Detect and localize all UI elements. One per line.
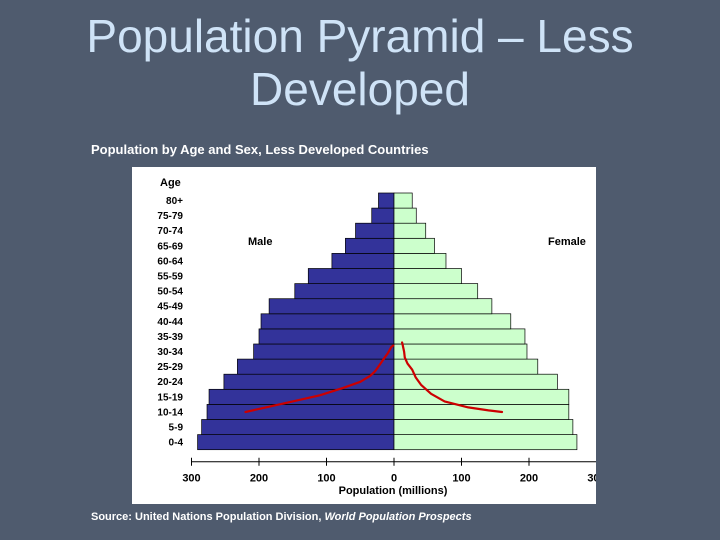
age-tick-label: 30-34 — [157, 347, 183, 358]
male-bar-0-4 — [197, 434, 395, 451]
male-bar-75-79 — [371, 207, 395, 224]
curve-layer — [244, 341, 504, 414]
x-tick-label: 100 — [452, 473, 470, 485]
age-tick-label: 65-69 — [157, 241, 183, 252]
female-bar-80+ — [393, 192, 413, 209]
chart-panel: 0-4 5-9 10-14 15-19 20-24 25-29 30-34 35-39 40-4… — [132, 167, 596, 504]
female-overlay-curve — [401, 341, 504, 414]
axis-layer: 0-4 5-9 10-14 15-19 20-24 25-29 30-34 35-39 40-4… — [157, 196, 596, 485]
male-bar-80+ — [378, 192, 395, 209]
age-tick-label: 15-19 — [157, 392, 183, 403]
age-tick-label: 60-64 — [157, 256, 183, 267]
x-tick-label: 200 — [250, 473, 268, 485]
male-bar-25-29 — [237, 358, 395, 375]
male-bar-30-34 — [253, 343, 395, 360]
male-bar-60-64 — [331, 253, 395, 269]
x-tick-label: 300 — [587, 473, 596, 485]
population-pyramid-chart: 0-4 5-9 10-14 15-19 20-24 25-29 30-34 35-39 40-4… — [157, 177, 596, 497]
age-tick-label: 75-79 — [157, 211, 183, 222]
x-tick-label: 100 — [317, 473, 335, 485]
bars-layer — [197, 192, 578, 451]
age-axis-title: Age — [160, 177, 181, 189]
female-bar-15-19 — [393, 388, 570, 405]
x-tick-label: 200 — [520, 473, 538, 485]
female-label: Female — [548, 236, 586, 248]
slide-title: Population Pyramid – Less Developed — [86, 10, 634, 115]
age-tick-label: 20-24 — [157, 377, 183, 388]
female-bar-5-9 — [393, 419, 574, 435]
age-tick-label: 5-9 — [169, 423, 184, 434]
male-bar-15-19 — [208, 388, 395, 405]
female-bar-75-79 — [393, 207, 417, 224]
male-bar-65-69 — [345, 237, 395, 254]
female-bar-35-39 — [393, 328, 526, 345]
female-bar-30-34 — [393, 343, 528, 360]
male-bar-40-44 — [260, 313, 395, 330]
age-tick-label: 25-29 — [157, 362, 183, 373]
age-tick-label: 55-59 — [157, 272, 183, 283]
x-tick-label: 0 — [391, 473, 397, 485]
age-tick-label: 50-54 — [157, 287, 183, 298]
x-axis-title: Population (millions) — [339, 485, 448, 497]
female-bar-60-64 — [393, 253, 447, 269]
age-tick-label: 10-14 — [157, 407, 183, 418]
age-tick-label: 45-49 — [157, 302, 183, 313]
male-bar-35-39 — [258, 328, 395, 345]
age-tick-label: 35-39 — [157, 332, 183, 343]
female-bar-45-49 — [393, 298, 493, 315]
male-label: Male — [248, 236, 272, 248]
age-tick-label: 80+ — [166, 196, 183, 207]
chart-subtitle: Population by Age and Sex, Less Develope… — [91, 142, 429, 157]
x-tick-label: 300 — [182, 473, 200, 485]
female-bar-55-59 — [393, 268, 462, 284]
age-tick-label: 0-4 — [169, 438, 184, 449]
male-bar-45-49 — [268, 298, 395, 315]
source-prefix: Source: United Nations Population Divisi… — [91, 511, 325, 523]
male-bar-55-59 — [307, 268, 395, 284]
source-note: Source: United Nations Population Divisi… — [91, 511, 472, 523]
male-bar-50-54 — [294, 283, 395, 300]
male-bar-5-9 — [201, 419, 395, 435]
male-overlay-curve — [244, 344, 395, 414]
female-bar-70-74 — [393, 222, 427, 239]
source-publication: World Population Prospects — [324, 511, 472, 523]
age-tick-label: 70-74 — [157, 226, 183, 237]
female-bar-65-69 — [393, 237, 435, 254]
male-bar-70-74 — [355, 222, 395, 239]
female-bar-40-44 — [393, 313, 512, 330]
female-bar-0-4 — [393, 434, 578, 451]
female-bar-50-54 — [393, 283, 479, 300]
female-bar-10-14 — [393, 404, 570, 420]
age-tick-label: 40-44 — [157, 317, 183, 328]
female-bar-25-29 — [393, 358, 539, 375]
male-bar-10-14 — [206, 404, 395, 420]
